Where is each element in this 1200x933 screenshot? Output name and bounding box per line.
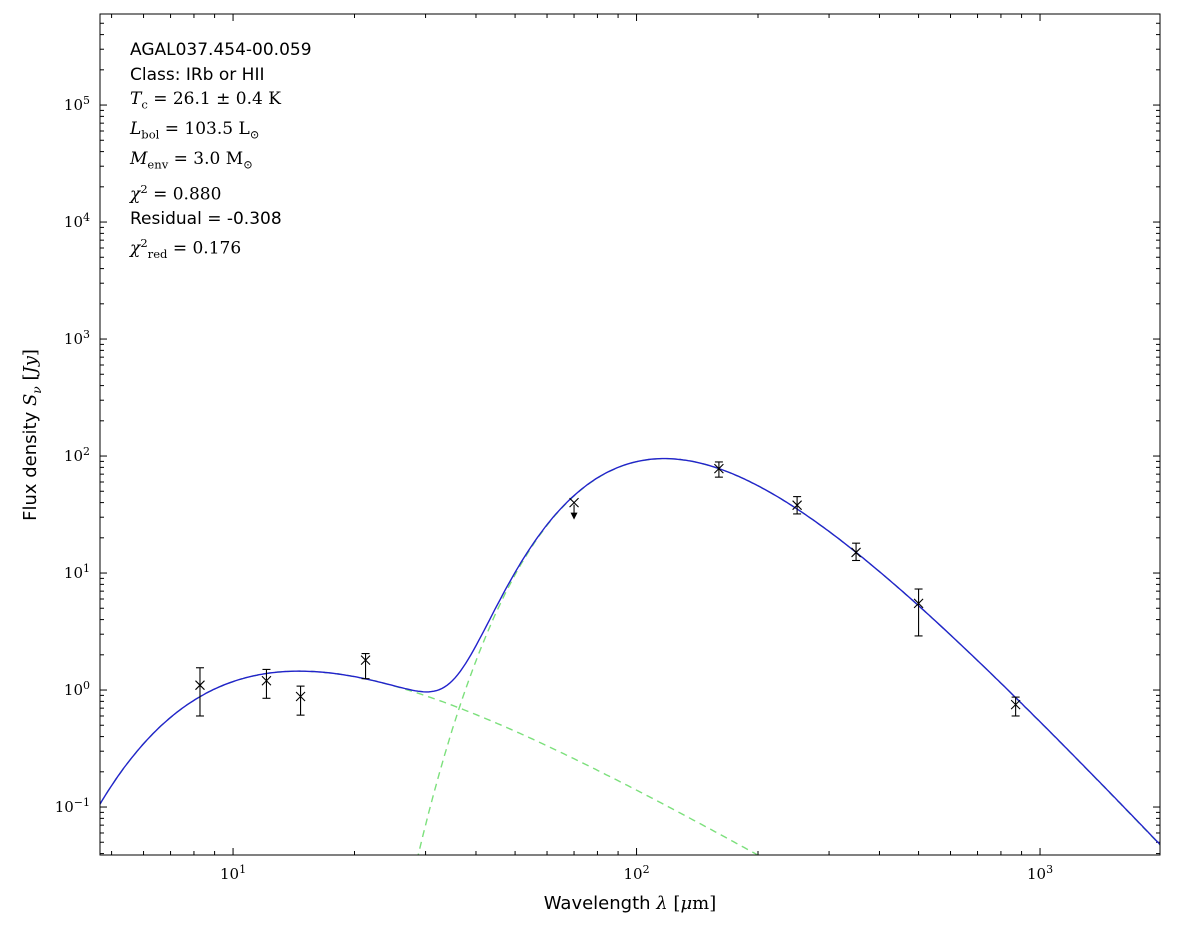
annotation-line: Lbol = 103.5 L⊙	[130, 117, 312, 147]
text-segment: [	[20, 373, 42, 386]
data-point-upper-limit	[569, 497, 579, 520]
text-segment: bol	[141, 127, 160, 142]
text-segment: = 0.880	[147, 184, 222, 205]
x-tick-label: 102	[623, 863, 650, 883]
data-point	[195, 667, 205, 717]
data-points	[195, 461, 1021, 717]
annotation-line: AGAL037.454-00.059	[130, 38, 312, 63]
annotation-line: Menv = 3.0 M⊙	[130, 147, 312, 177]
data-point	[295, 685, 306, 716]
text-segment: env	[147, 157, 169, 172]
axis-ticks	[100, 13, 1160, 855]
y-tick-label: 101	[63, 562, 90, 583]
text-segment: Jy	[20, 355, 42, 374]
text-segment: = 0.176	[167, 238, 242, 259]
cold-component-curve	[417, 457, 1160, 855]
text-segment: Wavelength	[543, 893, 657, 914]
text-segment: χ	[130, 184, 141, 205]
data-point	[261, 668, 272, 699]
text-segment: T	[130, 89, 142, 109]
text-segment: [	[667, 893, 681, 914]
text-segment: red	[147, 247, 168, 262]
annotation-line: Residual = -0.308	[130, 207, 312, 232]
y-tick-label: 105	[63, 94, 90, 115]
data-point	[360, 653, 371, 680]
annotation-line: Tc = 26.1 ± 0.4 K	[130, 87, 312, 117]
upper-limit-arrowhead	[570, 512, 578, 520]
text-segment: Flux density	[20, 405, 42, 521]
text-segment: 2	[140, 236, 148, 251]
x-marker	[195, 680, 205, 691]
x-marker	[792, 500, 802, 511]
text-segment: μ	[680, 893, 693, 914]
data-point	[1010, 696, 1021, 717]
x-tick-label: 101	[220, 863, 247, 883]
annotation-line: Class: IRb or HII	[130, 63, 312, 88]
y-tick-label: 100	[63, 679, 90, 700]
x-marker	[714, 463, 724, 474]
y-tick-label: 102	[63, 445, 90, 466]
text-segment: S	[20, 393, 42, 406]
text-segment: c	[141, 97, 148, 112]
text-segment: ⊙	[249, 127, 260, 142]
model-curves	[100, 457, 1160, 855]
y-axis-label: Flux density Sν [Jy]	[20, 349, 44, 521]
text-segment: χ	[130, 238, 141, 259]
text-segment: m]	[692, 893, 717, 914]
total-model-curve	[100, 457, 1160, 845]
y-tick-label: 104	[63, 211, 90, 232]
annotation-block: AGAL037.454-00.059 Class: IRb or HII Tc = …	[130, 38, 312, 267]
text-segment: AGAL037.454-00.059	[130, 40, 312, 60]
x-tick-label: 103	[1026, 863, 1054, 883]
x-marker	[569, 497, 579, 508]
annotation-line: χ2red = 0.176	[130, 231, 312, 267]
data-point	[714, 461, 724, 478]
x-marker	[1010, 699, 1021, 710]
x-marker	[295, 691, 306, 702]
plot-frame	[99, 13, 1161, 856]
text-segment: Class: IRb or HII	[130, 64, 265, 85]
text-segment: ν	[29, 385, 44, 394]
text-segment: 2	[140, 181, 148, 196]
text-segment: = 26.1 ± 0.4 K	[147, 89, 281, 109]
text-segment: = 103.5 L	[159, 118, 250, 139]
x-marker	[261, 675, 272, 686]
text-segment: λ	[656, 893, 668, 914]
text-segment: ]	[20, 348, 42, 356]
data-point	[792, 496, 802, 515]
x-marker	[360, 655, 371, 666]
data-point	[913, 588, 924, 637]
text-segment: Residual = -0.308	[130, 208, 282, 229]
text-segment: M	[130, 148, 148, 169]
x-axis-label: Wavelength λ [μm]	[544, 893, 716, 914]
text-segment: L	[130, 118, 142, 139]
x-marker	[913, 598, 924, 609]
annotation-line: χ2 = 0.880	[130, 177, 312, 207]
data-point	[851, 542, 861, 562]
text-segment: ⊙	[243, 157, 253, 172]
text-segment: = 3.0 M	[168, 148, 244, 169]
y-tick-label: 103	[63, 328, 90, 349]
y-tick-label: 10−1	[54, 796, 90, 817]
x-marker	[851, 547, 861, 558]
